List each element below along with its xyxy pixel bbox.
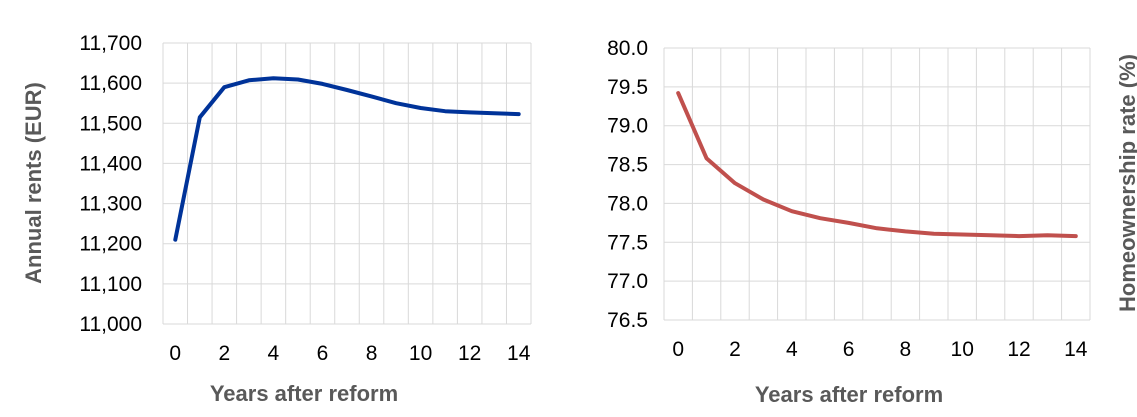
chart-homeownership-rate: 76.5 77.0 77.5 78.0 78.5 79.0 79.5 80.0 0 2 4 6 8 10… xyxy=(607,37,1137,407)
x-tick-label: 8 xyxy=(366,342,378,365)
chart-annual-rents: 11,000 11,100 11,200 11,300 11,400 11,500 11,6… xyxy=(21,32,532,406)
x-tick-label: 2 xyxy=(218,342,230,365)
y-tick-label: 79.5 xyxy=(607,76,648,99)
y-tick-label: 11,100 xyxy=(79,273,142,296)
y-tick-label: 11,000 xyxy=(79,313,142,336)
y-tick-label: 77.5 xyxy=(607,231,648,254)
y-tick-label: 78.0 xyxy=(607,192,648,215)
x-axis-title: Years after reform xyxy=(210,381,398,406)
x-tick-label: 6 xyxy=(843,338,855,361)
y-tick-label: 11,400 xyxy=(79,152,142,175)
x-tick-label: 2 xyxy=(729,338,741,361)
y-tick-label: 11,500 xyxy=(79,112,142,135)
y-tick-label: 78.5 xyxy=(607,154,648,177)
x-tick-label: 14 xyxy=(507,342,531,365)
y-tick-label: 79.0 xyxy=(607,115,648,138)
x-tick-label: 4 xyxy=(268,342,280,365)
y-tick-label: 11,700 xyxy=(79,32,142,55)
x-tick-label: 14 xyxy=(1064,338,1088,361)
y-tick-label: 11,200 xyxy=(79,233,142,256)
x-tick-label: 0 xyxy=(672,338,684,361)
series-line xyxy=(676,91,1078,239)
x-tick-label: 10 xyxy=(951,338,974,361)
x-tick-label: 4 xyxy=(786,338,798,361)
x-tick-label: 8 xyxy=(900,338,912,361)
y-tick-label: 11,600 xyxy=(79,72,142,95)
y-axis-title: Homeownership rate (%) xyxy=(1115,54,1137,312)
x-tick-label: 0 xyxy=(169,342,181,365)
x-tick-label: 12 xyxy=(1007,338,1030,361)
y-axis-title: Annual rents (EUR) xyxy=(21,82,46,284)
y-tick-label: 76.5 xyxy=(607,309,648,332)
y-tick-label: 11,300 xyxy=(79,193,142,216)
x-axis-title: Years after reform xyxy=(755,382,943,407)
x-tick-label: 6 xyxy=(317,342,329,365)
series-line xyxy=(173,76,521,242)
y-tick-label: 80.0 xyxy=(607,37,648,60)
x-tick-label: 10 xyxy=(409,342,432,365)
y-tick-label: 77.0 xyxy=(607,270,648,293)
x-tick-label: 12 xyxy=(458,342,481,365)
